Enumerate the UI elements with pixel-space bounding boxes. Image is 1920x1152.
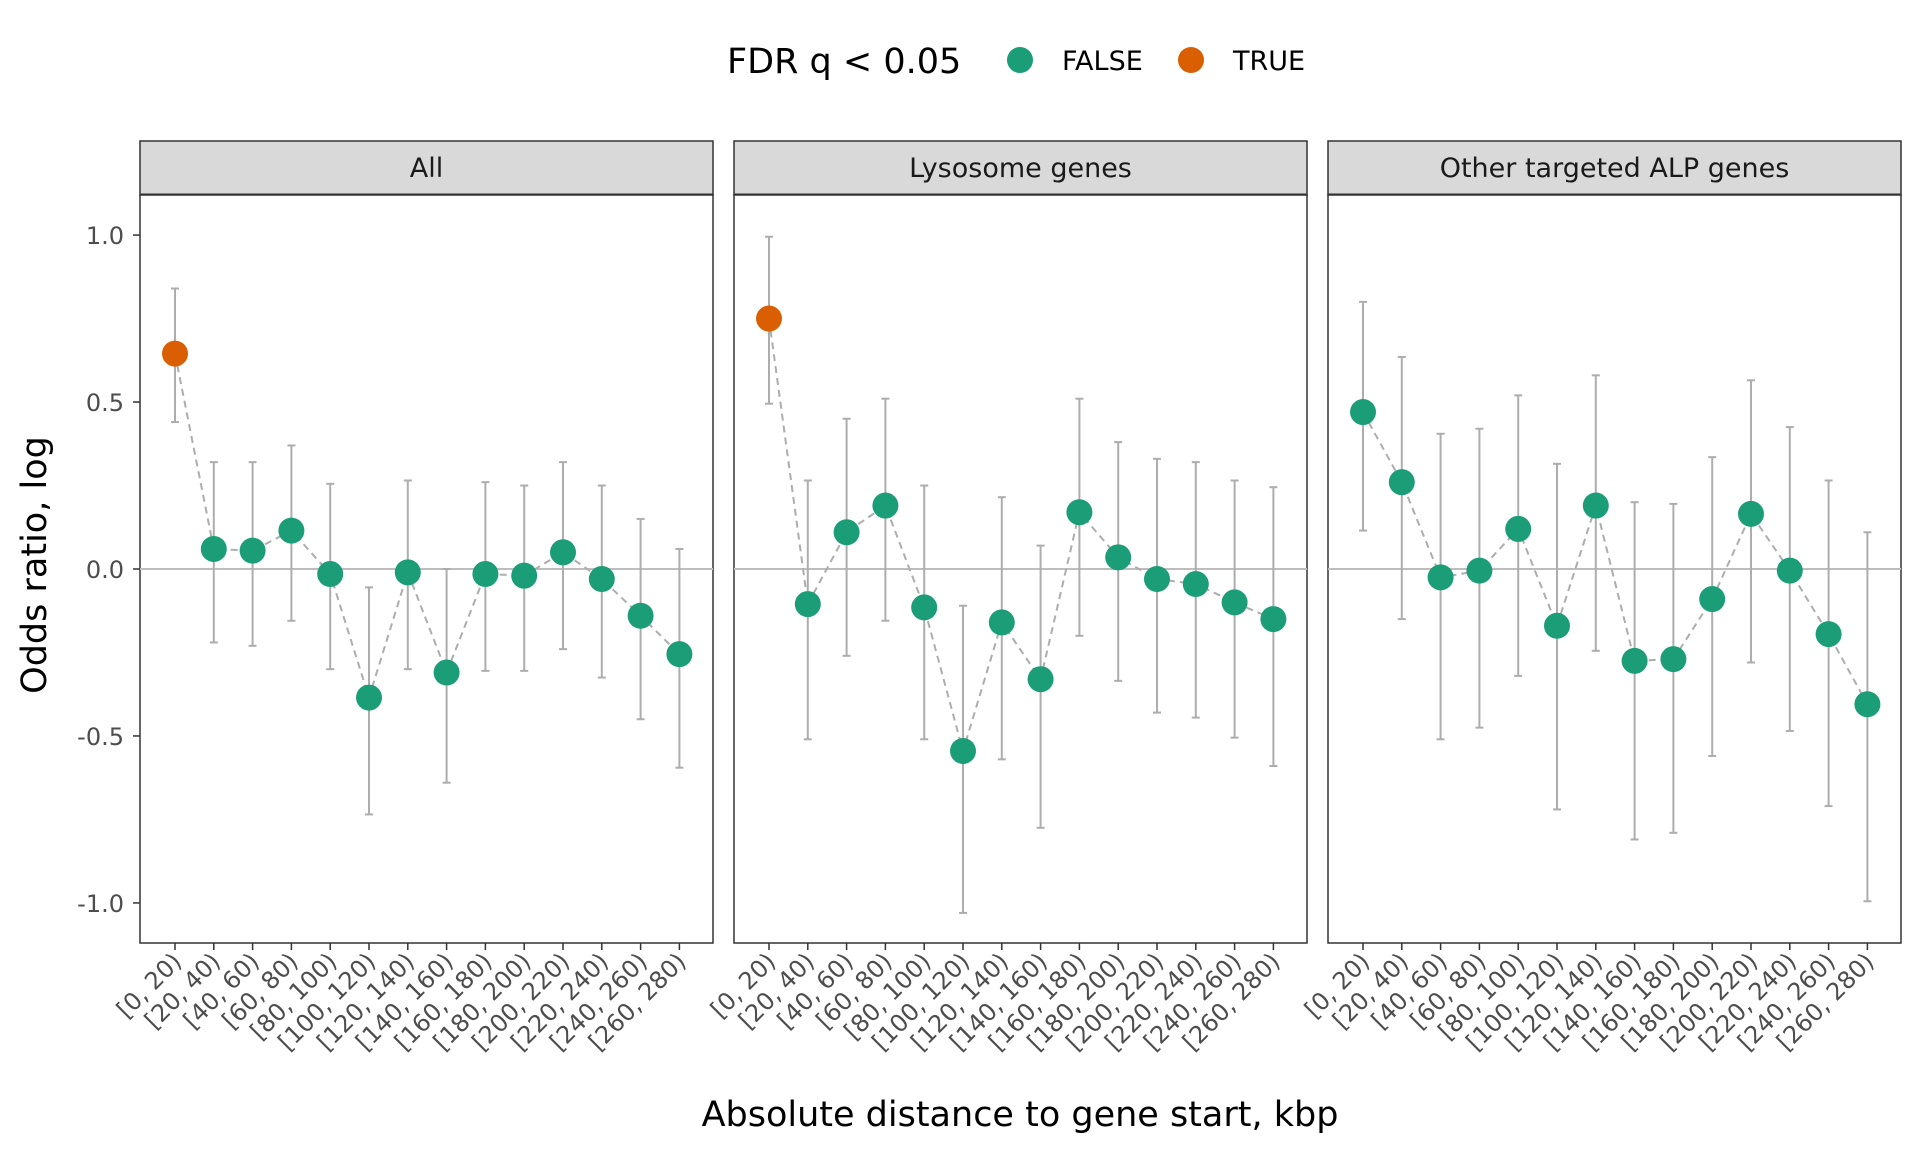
- y-axis: 1.0 0.5 0.0 -0.5 -1.0: [77, 222, 140, 918]
- legend-entry-true: TRUE: [1178, 46, 1305, 77]
- data-point: [433, 659, 460, 686]
- legend-label-false: FALSE: [1062, 46, 1143, 77]
- data-point: [278, 517, 305, 544]
- data-point: [756, 305, 782, 332]
- trend-line: [1362, 411, 1869, 705]
- data-point: [666, 641, 693, 668]
- data-point: [872, 492, 899, 519]
- data-point: [239, 537, 266, 564]
- y-tick-label: -0.5: [77, 723, 124, 751]
- data-point: [1738, 500, 1764, 527]
- legend-label-true: TRUE: [1232, 46, 1305, 77]
- data-point: [1027, 666, 1054, 693]
- data-point: [1388, 469, 1415, 496]
- data-point: [911, 594, 938, 621]
- data-point: [1350, 399, 1376, 426]
- data-point: [1260, 606, 1287, 633]
- facet-panels: All[0, 20)[20, 40)[40, 60)[60, 80)[80, 1…: [111, 140, 1902, 1056]
- data-point: [1544, 612, 1570, 639]
- facet-title: Lysosome genes: [909, 153, 1132, 184]
- panel-all: All[0, 20)[20, 40)[40, 60)[60, 80)[80, 1…: [111, 140, 714, 1056]
- facet-strip: [1327, 140, 1902, 196]
- data-point: [1221, 589, 1248, 616]
- data-point: [1660, 646, 1687, 673]
- panel-other-targeted-alp-genes: Other targeted ALP genes[0, 20)[20, 40)[…: [1299, 140, 1902, 1056]
- y-tick-label: 0.0: [86, 556, 124, 584]
- legend-entries: FALSE TRUE: [1007, 46, 1305, 77]
- facet-strip: [733, 140, 1308, 196]
- data-point: [1815, 621, 1842, 648]
- data-point: [950, 737, 976, 764]
- data-point: [1066, 499, 1093, 526]
- panel-lysosome-genes: Lysosome genes[0, 20)[20, 40)[40, 60)[60…: [705, 140, 1308, 1056]
- legend-entry-false: FALSE: [1007, 46, 1143, 77]
- data-point: [833, 519, 860, 546]
- data-point: [1621, 647, 1648, 674]
- data-point: [1144, 566, 1170, 593]
- facet-title: All: [410, 153, 443, 184]
- data-point: [794, 591, 821, 618]
- data-point: [472, 561, 499, 588]
- data-point: [511, 562, 538, 589]
- x-axis-title: Absolute distance to gene start, kbp: [702, 1095, 1339, 1135]
- legend-key-true: [1178, 47, 1204, 73]
- data-point: [162, 340, 188, 367]
- legend-title: FDR q < 0.05: [727, 42, 961, 82]
- data-point: [1105, 544, 1132, 571]
- data-point: [588, 566, 615, 593]
- data-point: [1427, 564, 1454, 591]
- facet-strip: [139, 140, 714, 196]
- data-point: [550, 539, 576, 566]
- data-point: [1466, 557, 1493, 584]
- data-point: [356, 684, 382, 711]
- data-point: [1776, 557, 1803, 584]
- y-tick-label: -1.0: [77, 890, 124, 918]
- y-tick-label: 0.5: [86, 389, 124, 417]
- data-point: [1854, 691, 1881, 718]
- data-point: [988, 609, 1015, 636]
- legend-key-false: [1007, 47, 1033, 73]
- data-point: [1182, 571, 1209, 598]
- data-point: [317, 561, 344, 588]
- data-point: [200, 535, 227, 562]
- data-point: [394, 559, 421, 586]
- data-point: [627, 602, 654, 629]
- legend: FDR q < 0.05 FALSE TRUE: [727, 42, 1305, 82]
- data-point: [1505, 515, 1532, 542]
- y-axis-title: Odds ratio, log: [15, 436, 55, 694]
- facet-title: Other targeted ALP genes: [1440, 153, 1790, 184]
- y-tick-label: 1.0: [86, 222, 124, 250]
- data-point: [1582, 492, 1609, 519]
- data-point: [1699, 586, 1726, 613]
